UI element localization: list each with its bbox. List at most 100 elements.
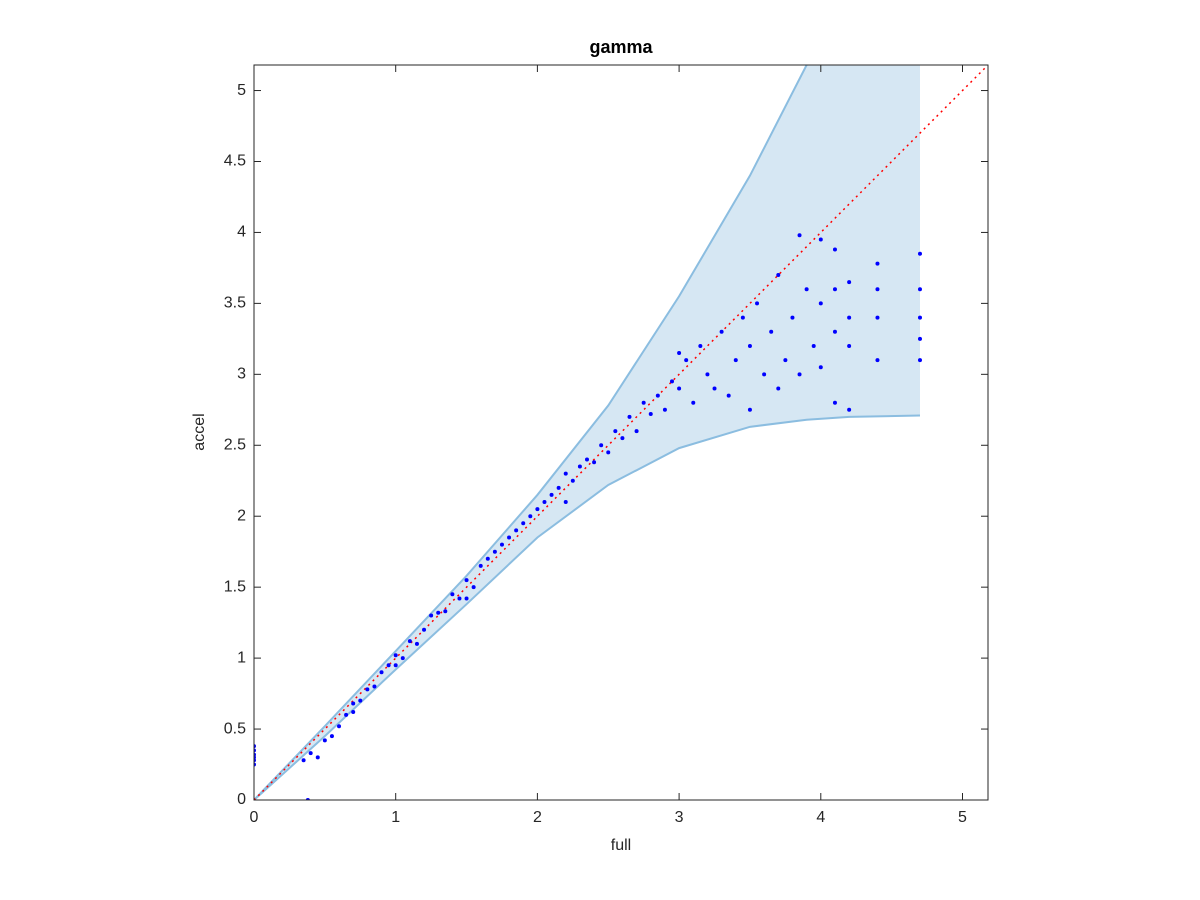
x-tick-label: 0 (250, 809, 259, 826)
point (804, 287, 809, 292)
point (563, 500, 568, 505)
point (372, 684, 377, 689)
point (592, 460, 597, 465)
y-tick-label: 2.5 (224, 436, 246, 453)
point (726, 393, 731, 398)
point (875, 287, 880, 292)
point (818, 237, 823, 242)
point (747, 407, 752, 412)
point (507, 535, 512, 540)
point (655, 393, 660, 398)
point (755, 301, 760, 306)
point (627, 414, 632, 419)
point (400, 656, 405, 661)
y-tick-label: 3 (237, 366, 246, 383)
point (351, 710, 356, 715)
y-tick-label: 2 (237, 507, 246, 524)
point (337, 724, 342, 729)
point (414, 641, 419, 646)
point (818, 365, 823, 370)
point (832, 329, 837, 334)
point (528, 514, 533, 519)
point (847, 407, 852, 412)
point (641, 400, 646, 405)
band-upper (254, 65, 808, 800)
point (485, 556, 490, 561)
point (917, 315, 922, 320)
point (315, 755, 320, 760)
point (301, 758, 306, 763)
point (436, 610, 441, 615)
point (875, 358, 880, 363)
point (662, 407, 667, 412)
point (677, 386, 682, 391)
x-axis-label: full (611, 837, 631, 854)
plot-area (254, 65, 988, 800)
point (563, 471, 568, 476)
y-tick-label: 5 (237, 82, 246, 99)
point (471, 585, 476, 590)
point (790, 315, 795, 320)
point (499, 542, 504, 547)
point (776, 273, 781, 277)
point (514, 528, 519, 533)
point (634, 429, 639, 434)
point (776, 386, 781, 391)
point (797, 233, 802, 238)
point (747, 343, 752, 348)
point (443, 609, 448, 614)
point (308, 751, 313, 756)
point (570, 478, 575, 483)
point (464, 578, 469, 583)
point (478, 563, 483, 568)
point (684, 358, 689, 363)
y-tick-label: 4 (237, 224, 246, 241)
point (740, 315, 745, 320)
point (358, 698, 363, 703)
point (457, 596, 462, 601)
point (393, 653, 398, 658)
point (322, 738, 327, 743)
y-tick-label: 3.5 (224, 295, 246, 312)
point (832, 400, 837, 405)
point (670, 379, 675, 384)
point (677, 351, 682, 356)
y-tick-label: 0.5 (224, 720, 246, 737)
point (698, 343, 703, 348)
point (691, 400, 696, 405)
x-tick-label: 1 (391, 809, 400, 826)
point (832, 247, 837, 252)
point (344, 712, 349, 717)
point (719, 329, 724, 334)
point (365, 687, 370, 692)
point (783, 358, 788, 363)
y-tick-label: 0 (237, 791, 246, 808)
axes-box (253, 64, 989, 801)
x-tick-label: 2 (533, 809, 542, 826)
y-tick-label: 1.5 (224, 578, 246, 595)
point (599, 443, 604, 448)
point (407, 639, 412, 644)
point (797, 372, 802, 377)
point (329, 734, 334, 739)
point (847, 280, 852, 285)
point (712, 386, 717, 391)
point (422, 627, 427, 632)
point (351, 701, 356, 706)
point (556, 485, 561, 490)
point (492, 549, 497, 554)
point (379, 670, 384, 675)
diagonal-line (254, 65, 988, 800)
point (535, 507, 540, 512)
band-area (254, 65, 920, 800)
x-tick-label: 5 (958, 809, 967, 826)
band-lower (254, 414, 921, 800)
point (917, 336, 922, 341)
point (917, 251, 922, 256)
point (875, 315, 880, 320)
point (875, 261, 880, 266)
point (393, 663, 398, 668)
point (762, 372, 767, 377)
